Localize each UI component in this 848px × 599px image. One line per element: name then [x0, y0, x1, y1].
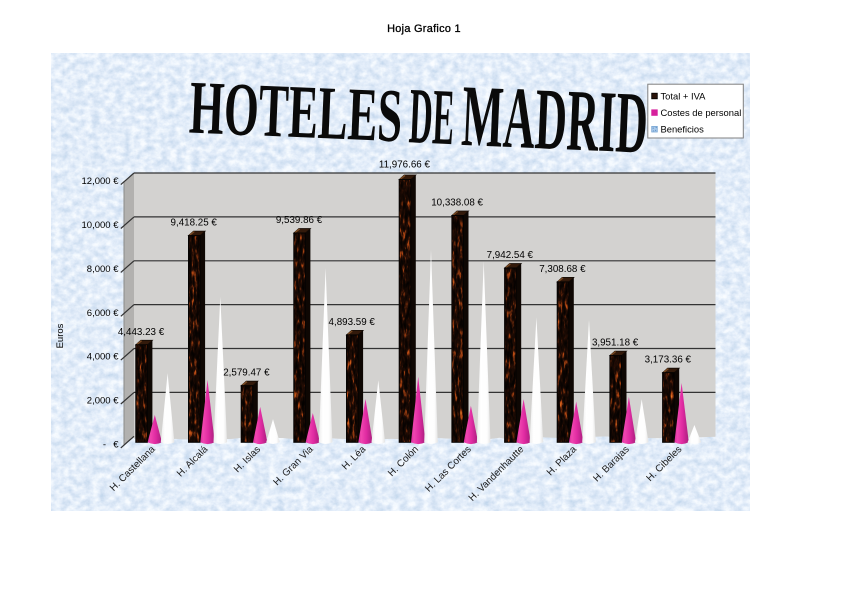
svg-text:8,000 €: 8,000 €	[87, 264, 119, 275]
svg-text:- €: - €	[103, 440, 119, 451]
svg-text:4,893.59 €: 4,893.59 €	[329, 317, 376, 328]
svg-text:9,539.86 €: 9,539.86 €	[276, 215, 323, 226]
svg-text:11,976.66 €: 11,976.66 €	[379, 160, 431, 171]
svg-text:4,443.23 €: 4,443.23 €	[118, 327, 165, 338]
svg-text:Euros: Euros	[55, 323, 66, 348]
svg-text:Hoja Grafico 1: Hoja Grafico 1	[387, 23, 461, 35]
svg-text:HOTELES: HOTELES	[188, 66, 404, 159]
svg-text:7,942.54 €: 7,942.54 €	[487, 250, 534, 261]
svg-text:Total + IVA: Total + IVA	[661, 90, 707, 101]
svg-text:9,418.25 €: 9,418.25 €	[171, 218, 218, 229]
svg-text:MADRID: MADRID	[460, 68, 650, 173]
svg-text:4,000 €: 4,000 €	[87, 352, 119, 363]
svg-text:7,308.68 €: 7,308.68 €	[539, 264, 586, 275]
svg-text:2,579.47 €: 2,579.47 €	[223, 368, 270, 379]
svg-text:Costes de personal: Costes de personal	[661, 107, 742, 118]
svg-text:DE: DE	[408, 72, 457, 162]
svg-text:2,000 €: 2,000 €	[87, 396, 119, 407]
svg-text:10,338.08 €: 10,338.08 €	[431, 198, 483, 209]
svg-text:12,000 €: 12,000 €	[82, 176, 120, 187]
svg-text:10,000 €: 10,000 €	[82, 220, 120, 231]
svg-text:Beneficios: Beneficios	[661, 124, 705, 135]
svg-text:3,173.36 €: 3,173.36 €	[645, 355, 692, 366]
svg-text:3,951.18 €: 3,951.18 €	[592, 338, 639, 349]
svg-text:6,000 €: 6,000 €	[87, 308, 119, 319]
